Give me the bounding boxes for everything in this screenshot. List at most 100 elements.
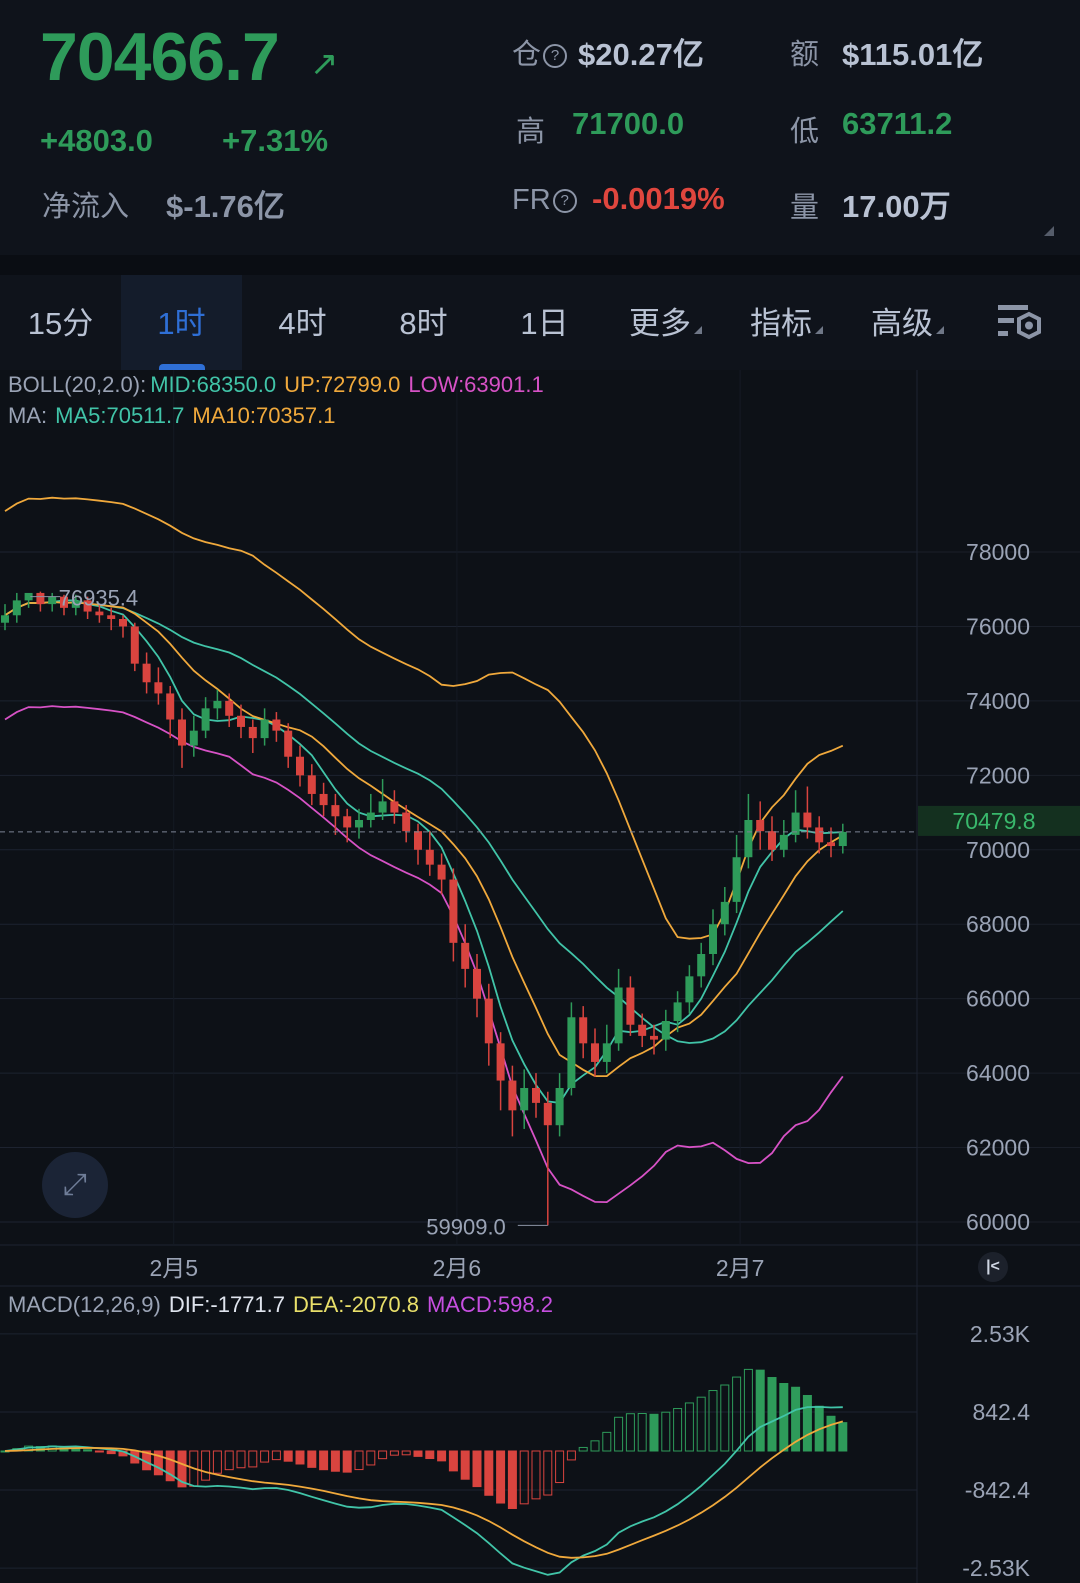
help-icon[interactable]: ?	[552, 189, 577, 213]
time-tick-label: 2月6	[433, 1255, 482, 1281]
expand-corner-icon[interactable]	[1044, 226, 1054, 236]
macd-bar	[260, 1450, 270, 1463]
macd-bar	[460, 1450, 470, 1480]
tab-indicators[interactable]: 指标	[726, 275, 847, 370]
candle-body	[720, 901, 729, 925]
dif-line	[4, 1405, 843, 1576]
candle-body	[697, 954, 706, 977]
help-icon[interactable]: ?	[543, 44, 568, 68]
time-tick-label: 2月7	[716, 1255, 765, 1281]
legend-boll-title: BOLL(20,2.0):	[8, 372, 146, 397]
candle-body	[414, 831, 422, 850]
candle-body	[130, 626, 139, 664]
candle-body	[343, 816, 352, 828]
divider	[0, 255, 1080, 275]
candle-body	[107, 615, 116, 619]
dea-line	[4, 1420, 844, 1559]
tab-1h[interactable]: 1时	[121, 275, 242, 370]
tab-more[interactable]: 更多	[605, 275, 726, 370]
candle-body	[685, 976, 694, 1003]
candle-body	[12, 600, 21, 616]
legend-ma5: MA5:70511.7	[55, 403, 184, 428]
macd-tick-label: 2.53K	[970, 1321, 1031, 1347]
tab-label: 4时	[278, 306, 327, 341]
macd-bar	[224, 1450, 234, 1471]
candle-body	[591, 1043, 599, 1062]
scroll-to-latest-button[interactable]: |<	[978, 1252, 1008, 1282]
macd-bar	[531, 1450, 541, 1500]
boll-mid-line	[4, 600, 844, 1044]
chart-settings-button[interactable]	[970, 275, 1070, 370]
price-tick-label: 74000	[966, 688, 1030, 714]
candle-body	[24, 592, 33, 601]
fullscreen-button[interactable]: ⤢	[42, 1152, 108, 1218]
tab-advanced[interactable]: 高级	[847, 275, 968, 370]
macd-bar	[437, 1450, 447, 1462]
candle-body	[437, 864, 446, 880]
candle-body	[154, 682, 163, 694]
tab-8h[interactable]: 8时	[363, 275, 484, 370]
candle-body	[189, 730, 198, 746]
price-chart[interactable]: 78000 76000 74000 72000 70000 68000 66000 64000…	[0, 370, 1080, 1583]
max-price-label: 76935.4	[59, 586, 139, 611]
macd-bar	[378, 1450, 388, 1460]
macd-bar	[566, 1450, 576, 1461]
price-tick-label: 66000	[966, 986, 1030, 1012]
boll-up-line	[4, 496, 844, 940]
macd-bar	[271, 1450, 281, 1461]
legend-macd: MACD(12,26,9) DIF:-1771.7 DEA:-2070.8 MACD:…	[8, 1292, 553, 1317]
macd-bar	[94, 1450, 104, 1453]
candle-body	[355, 820, 363, 828]
macd-bar	[342, 1450, 352, 1473]
arrow-up-right-icon: ↗	[310, 45, 339, 83]
macd-bar	[153, 1450, 163, 1476]
legend-dea: DEA:-2070.8	[293, 1292, 419, 1317]
time-tick-label: 2月5	[149, 1255, 198, 1281]
candle-body	[638, 1024, 647, 1036]
candle-body	[827, 842, 835, 847]
macd-bar	[330, 1450, 340, 1472]
macd-bar	[295, 1450, 305, 1465]
candle-body	[71, 600, 80, 608]
price-tick-label: 68000	[966, 911, 1030, 937]
price-tick-label: 60000	[966, 1209, 1030, 1235]
macd-bar	[625, 1413, 635, 1452]
net-inflow-value: $-1.76亿	[166, 189, 285, 224]
candle-body	[673, 1002, 682, 1021]
candles	[1, 591, 847, 1226]
macd-panel	[0, 1333, 917, 1576]
candle-body	[543, 1102, 552, 1126]
macd-bar	[743, 1368, 753, 1452]
macd-bar	[507, 1450, 517, 1509]
macd-bar	[755, 1369, 765, 1452]
macd-bar	[354, 1450, 364, 1471]
tab-label: 1时	[157, 306, 206, 341]
tab-1d[interactable]: 1日	[484, 275, 605, 370]
tab-4h[interactable]: 4时	[242, 275, 363, 370]
net-inflow-label: 净流入	[42, 191, 130, 223]
macd-bar	[826, 1415, 836, 1452]
candle-body	[166, 693, 175, 720]
expand-icon: ⤢	[63, 1168, 87, 1201]
candle-body	[213, 700, 222, 709]
macd-bar	[236, 1450, 246, 1469]
candle-body	[378, 801, 387, 813]
price-tick-label: 70000	[966, 837, 1030, 863]
macd-bar	[366, 1450, 376, 1466]
macd-bar	[177, 1450, 187, 1488]
price-tick-label: 72000	[966, 762, 1030, 788]
candle-body	[744, 820, 753, 858]
macd-bar	[212, 1450, 222, 1474]
tab-15m[interactable]: 15分	[0, 275, 121, 370]
macd-bar	[496, 1450, 506, 1504]
legend-boll-mid: MID:68350.0	[150, 372, 276, 397]
last-price: 70466.7	[40, 19, 280, 95]
open-interest-label-text: 仓	[512, 39, 542, 71]
legend-boll-up: UP:72799.0	[284, 372, 400, 397]
macd-bar	[283, 1450, 293, 1462]
turnover-label: 额	[790, 39, 820, 71]
candle-body	[520, 1088, 529, 1111]
tab-label: 8时	[399, 306, 448, 341]
candle-body	[402, 812, 411, 832]
tab-label: 15分	[27, 306, 94, 341]
